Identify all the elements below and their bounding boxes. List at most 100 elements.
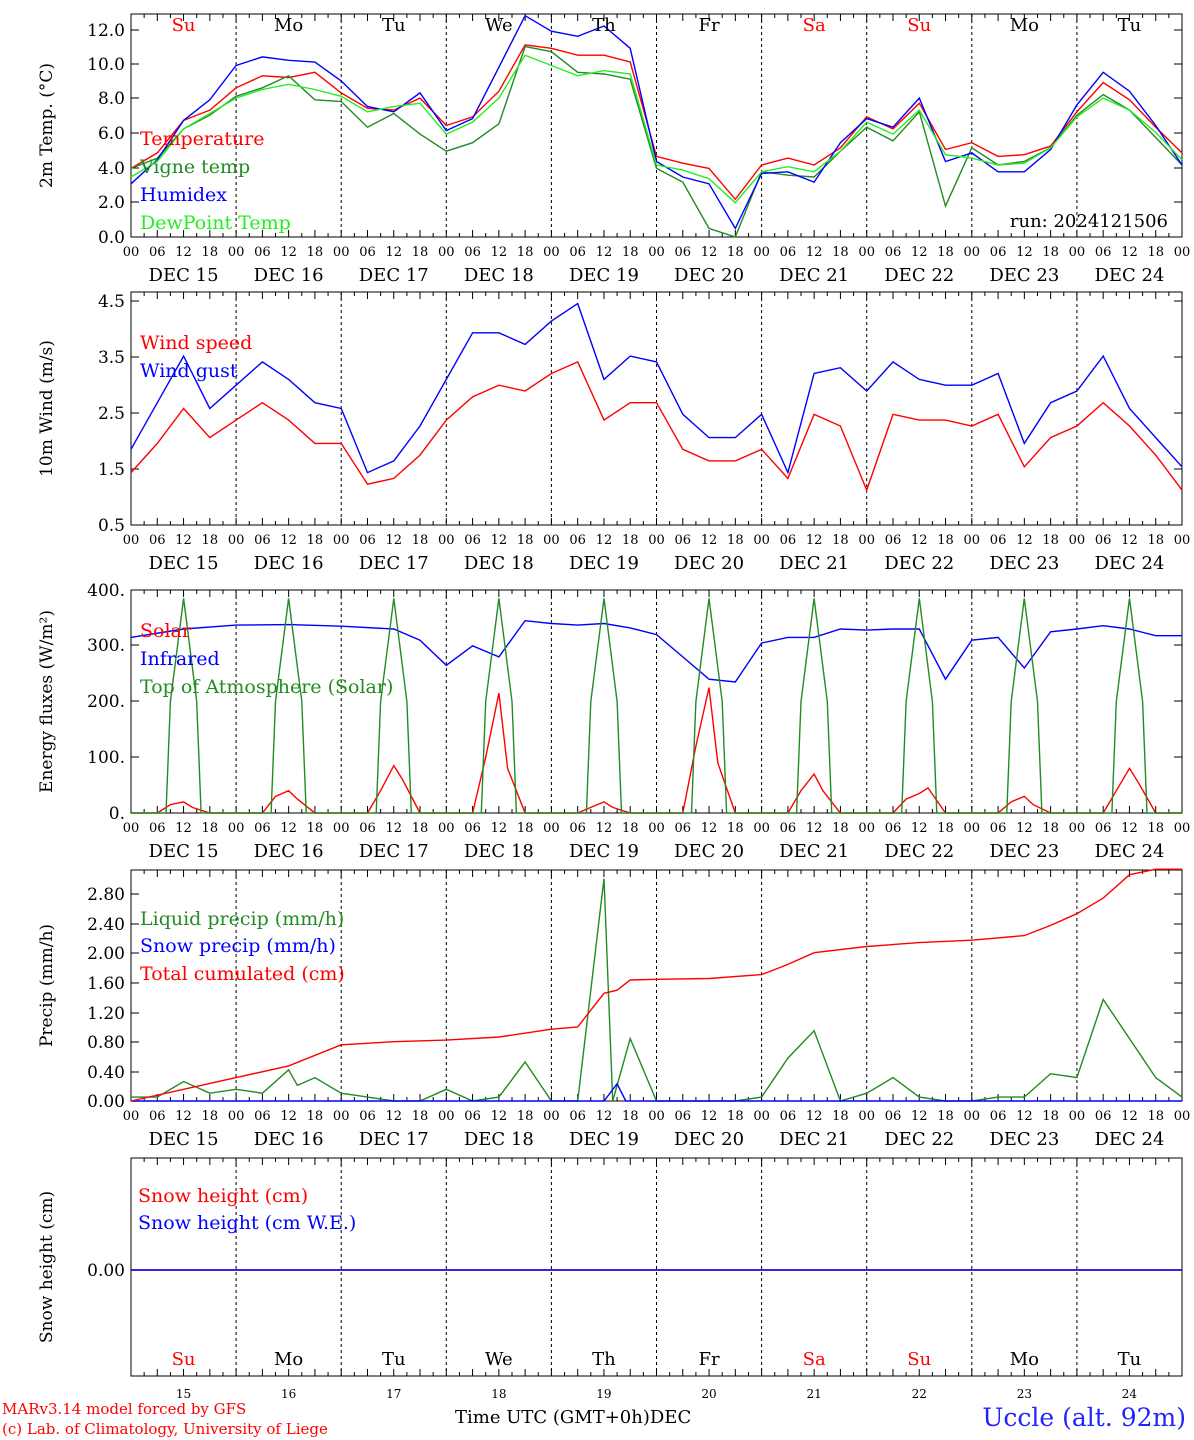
hour-tick-label: 18	[307, 533, 324, 548]
hour-tick-label: 12	[491, 821, 508, 836]
legend-entry: Snow precip (mm/h)	[140, 935, 336, 957]
hour-tick-label: 00	[333, 245, 350, 260]
y-axis-label: Energy fluxes (W/m²)	[37, 610, 57, 793]
hour-tick-label: 00	[964, 1109, 981, 1124]
hour-tick-label: 12	[1121, 1109, 1138, 1124]
y-tick-label: 100.	[87, 748, 125, 768]
legend-entry: Vigne temp	[139, 156, 250, 178]
hour-tick-label: 18	[937, 245, 954, 260]
date-label: DEC 17	[359, 841, 429, 862]
weekday-label: Th	[592, 1349, 616, 1370]
panel-2	[130, 291, 1183, 526]
hour-tick-label: 06	[569, 821, 586, 836]
hour-tick-label: 06	[254, 1109, 271, 1124]
day-number-label: 17	[386, 1387, 401, 1401]
hour-tick-label: 12	[280, 821, 297, 836]
hour-tick-label: 00	[1069, 533, 1086, 548]
y-tick-label: 4.0	[98, 159, 125, 179]
series-line	[130, 14, 1183, 230]
day-number-label: 19	[596, 1387, 611, 1401]
day-number-label: 20	[701, 1387, 716, 1401]
weekday-label: Fr	[699, 15, 720, 36]
series-line	[130, 302, 1183, 475]
hour-tick-label: 00	[753, 821, 770, 836]
date-label: DEC 20	[674, 553, 744, 574]
y-axis-label: Snow height (cm)	[37, 1191, 57, 1343]
hour-tick-label: 18	[1147, 245, 1164, 260]
date-label: DEC 22	[884, 841, 954, 862]
series-line	[131, 878, 1183, 1102]
hour-tick-label: 06	[149, 533, 166, 548]
date-label: DEC 21	[779, 265, 849, 286]
hour-tick-label: 06	[254, 821, 271, 836]
legend-entry: Temperature	[140, 128, 264, 150]
date-label: DEC 24	[1094, 553, 1164, 574]
y-tick-label: 1.5	[98, 460, 125, 480]
hour-tick-label: 00	[228, 821, 245, 836]
hour-tick-label: 18	[1042, 533, 1059, 548]
date-label: DEC 18	[464, 265, 534, 286]
hour-tick-label: 00	[123, 1109, 140, 1124]
hour-tick-label: 18	[1147, 821, 1164, 836]
day-number-label: 24	[1122, 1387, 1138, 1401]
hour-tick-label: 00	[858, 533, 875, 548]
hour-tick-label: 12	[1121, 533, 1138, 548]
hour-tick-label: 12	[491, 1109, 508, 1124]
hour-tick-label: 00	[858, 245, 875, 260]
hour-tick-label: 18	[1147, 533, 1164, 548]
series-line	[130, 360, 1183, 493]
date-label: DEC 16	[254, 265, 324, 286]
hour-tick-label: 18	[727, 245, 744, 260]
hour-tick-label: 00	[753, 245, 770, 260]
y-tick-label: 10.0	[87, 55, 125, 75]
date-label: DEC 15	[149, 841, 219, 862]
y-tick-label: 2.0	[98, 193, 125, 213]
y-tick-label: 6.0	[98, 124, 125, 144]
series-line	[131, 1082, 1182, 1102]
y-tick-label: 300.	[87, 636, 125, 656]
hour-tick-label: 06	[254, 245, 271, 260]
date-label: DEC 18	[464, 841, 534, 862]
hour-tick-label: 18	[727, 821, 744, 836]
date-label: DEC 16	[254, 1129, 324, 1150]
weekday-label: Tu	[1118, 15, 1142, 36]
y-tick-label: 200.	[87, 692, 125, 712]
date-label: DEC 23	[989, 1129, 1059, 1150]
y-tick-label: 400.	[87, 581, 125, 601]
y-axis-label: 10m Wind (m/s)	[37, 340, 57, 477]
time-axis-month: DEC	[649, 1407, 692, 1428]
hour-tick-label: 12	[385, 245, 402, 260]
hour-tick-label: 18	[202, 533, 219, 548]
legend-entry: Liquid precip (mm/h)	[140, 908, 344, 930]
hour-tick-label: 18	[412, 821, 429, 836]
hour-tick-label: 00	[123, 533, 140, 548]
hour-tick-label: 18	[727, 533, 744, 548]
hour-tick-label: 18	[307, 245, 324, 260]
hour-tick-label: 00	[1174, 821, 1191, 836]
hour-tick-label: 12	[806, 533, 823, 548]
date-label: DEC 24	[1094, 841, 1164, 862]
hour-tick-label: 18	[202, 821, 219, 836]
hour-tick-label: 12	[911, 1109, 928, 1124]
y-tick-label: 2.00	[87, 944, 125, 964]
hour-tick-label: 18	[832, 245, 849, 260]
hour-tick-label: 06	[780, 533, 797, 548]
hour-tick-label: 00	[543, 245, 560, 260]
hour-tick-label: 00	[333, 821, 350, 836]
hour-tick-label: 00	[123, 821, 140, 836]
date-label: DEC 17	[359, 553, 429, 574]
hour-tick-label: 12	[175, 245, 192, 260]
day-number-label: 21	[807, 1387, 822, 1401]
hour-tick-label: 06	[149, 245, 166, 260]
hour-tick-label: 00	[333, 533, 350, 548]
legend-entry: Infrared	[140, 648, 220, 670]
hour-tick-label: 00	[964, 245, 981, 260]
hour-tick-label: 12	[1016, 533, 1033, 548]
hour-tick-label: 00	[228, 245, 245, 260]
hour-tick-label: 18	[832, 1109, 849, 1124]
date-label: DEC 20	[674, 1129, 744, 1150]
hour-tick-label: 06	[780, 1109, 797, 1124]
hour-tick-label: 18	[307, 821, 324, 836]
hour-tick-label: 06	[1095, 1109, 1112, 1124]
weekday-label: Sa	[803, 1349, 826, 1370]
